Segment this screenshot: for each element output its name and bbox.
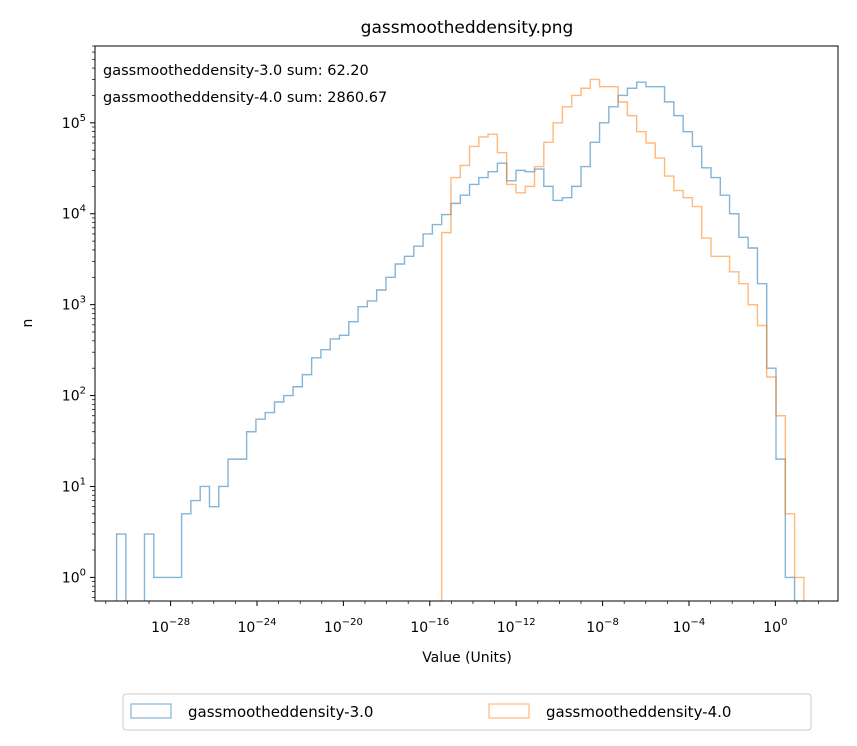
y-tick-label: 100 [62, 567, 86, 586]
x-tick-label: 10−8 [586, 617, 619, 636]
x-tick-label: 100 [763, 617, 787, 636]
legend-label-series-1: gassmootheddensity-3.0 [188, 703, 373, 721]
y-axis-label: n [20, 319, 36, 328]
legend-swatch-series-2 [488, 703, 530, 719]
annotation-sum-4: gassmootheddensity-4.0 sum: 2860.67 [103, 90, 387, 106]
x-tick-label: 10−16 [410, 617, 449, 636]
legend: gassmootheddensity-3.0 gassmootheddensit… [122, 693, 812, 731]
y-axis: 100 101 102 103 104 105 [62, 45, 95, 598]
x-axis-label: Value (Units) [422, 650, 512, 666]
legend-swatch-series-1 [130, 703, 172, 719]
x-tick-label: 10−20 [324, 617, 363, 636]
y-tick-label: 102 [62, 386, 86, 405]
y-tick-label: 105 [62, 113, 86, 132]
plot-area [94, 45, 839, 602]
histogram-series-1 [115, 81, 796, 601]
y-tick-label: 101 [62, 476, 86, 495]
legend-label-series-2: gassmootheddensity-4.0 [546, 703, 731, 721]
x-tick-label: 10−28 [151, 617, 190, 636]
x-tick-label: 10−12 [497, 617, 536, 636]
y-tick-label: 103 [62, 295, 86, 314]
plot-frame [94, 45, 839, 602]
annotation-sum-3: gassmootheddensity-3.0 sum: 62.20 [103, 63, 369, 79]
y-tick-label: 104 [62, 204, 86, 223]
histogram-series-2 [440, 78, 805, 601]
x-axis: 10−28 10−24 10−20 10−16 10−12 10−8 10−4 100 [105, 601, 819, 636]
chart-title: gassmootheddensity.png [361, 18, 574, 38]
x-tick-label: 10−24 [238, 617, 277, 636]
legend-frame [122, 693, 812, 731]
x-tick-label: 10−4 [673, 617, 706, 636]
